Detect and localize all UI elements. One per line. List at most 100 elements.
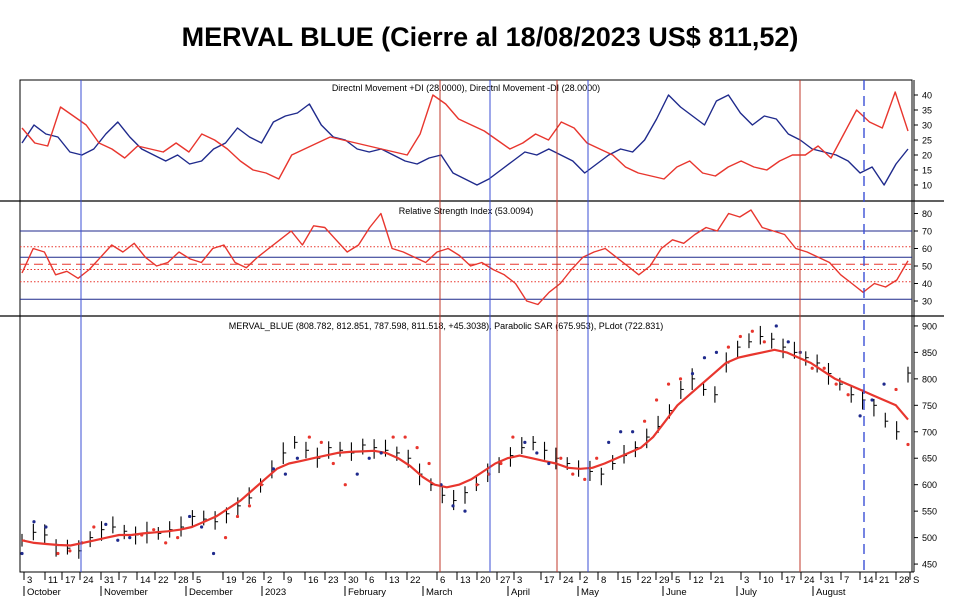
sar-point [68,549,72,553]
sar-point [247,504,252,508]
vertical-markers [80,80,865,572]
sar-point [726,345,731,349]
sar-point [894,387,898,392]
rsi-panel: Relative Strength Index (53.0094) 30 40 50 6… [20,206,932,307]
x-tick-label: 6 [369,575,374,586]
x-tick-label: 14 [140,575,151,586]
x-tick-label: 13 [389,575,400,586]
x-tick-label: 24 [563,575,574,586]
x-tick-label: 5 [196,575,201,586]
sar-point [152,528,156,532]
x-tick-label: 8 [601,575,606,586]
y-tick-label: 15 [922,166,932,176]
y-tick-label: 40 [922,279,932,289]
x-tick-label: 27 [500,575,511,586]
sar-point [295,456,299,460]
month-label: March [426,587,452,598]
x-axis: 3 11 17 24 31 7 14 22 28 5 19 26 2 9 16 23 30 6 13 22 6 13 20 2… [20,571,919,598]
sar-point [223,536,228,540]
sar-point [379,451,383,455]
x-tick-label: 22 [158,575,169,586]
sar-point [750,329,754,333]
x-tick-label: 24 [804,575,815,586]
sar-point [415,446,419,450]
sar-point [92,525,96,529]
y-tick-label: 40 [922,91,932,101]
sar-point [463,509,467,513]
sar-point [786,340,790,344]
month-label: August [816,587,846,598]
sar-point [906,442,910,447]
sar-point [654,398,659,402]
x-tick-label: 21 [714,575,725,586]
sar-point [642,419,647,423]
sar-point [32,520,36,524]
sar-point [44,525,48,529]
directional-movement-panel: Directnl Movement +DI (28.0000), Directn… [21,83,932,191]
y-tick-label: 550 [922,507,937,517]
month-label: November [104,587,148,598]
x-tick-label: 3 [517,575,522,586]
x-tick-label: 2 [267,575,272,586]
x-tick-label: 15 [621,575,632,586]
x-tick-label: 23 [328,575,339,586]
sar-point [391,435,395,439]
sar-point [403,435,407,439]
series-line-pldot [21,348,909,547]
x-tick-label: 30 [348,575,359,586]
y-tick-label: 650 [922,454,937,464]
sar-point [128,536,132,540]
y-tick-label: 10 [922,181,932,191]
y-tick-label: 20 [922,151,932,161]
y-tick-label: 30 [922,297,932,307]
sar-point [583,477,587,481]
y-tick-label: 30 [922,121,932,131]
sar-point [738,334,742,339]
sar-point [104,522,108,526]
sar-point [690,371,695,376]
sar-point [619,430,623,434]
month-label: December [189,587,233,598]
x-tick-label: 20 [480,575,491,586]
sar-point [846,393,850,397]
x-tick-label: 26 [246,575,257,586]
month-label: May [581,587,599,598]
x-tick-label: 14 [863,575,874,586]
sar-point [235,514,240,519]
y-tick-label: 60 [922,244,932,254]
x-tick-label: 6 [440,575,445,586]
sar-point [714,350,719,354]
y-tick-label: 600 [922,480,937,490]
x-tick-label: 19 [226,575,237,586]
sar-point [475,483,479,487]
sar-point [259,483,264,487]
x-tick-label: 13 [460,575,471,586]
sar-point [188,514,192,519]
y-tick-label: 80 [922,209,932,219]
x-tick-label: 17 [544,575,555,586]
sar-point [331,461,335,466]
sar-point [427,461,431,466]
sar-point [559,456,563,460]
x-tick-label: 16 [308,575,319,586]
sar-point [343,483,347,487]
y-tick-label: 500 [922,533,937,543]
sar-point [271,467,276,471]
sar-point [702,356,707,360]
sar-point [631,430,635,434]
month-label: June [666,587,687,598]
month-label: 2023 [265,587,286,598]
x-tick-label: 31 [824,575,835,586]
y-tick-label: 900 [922,321,937,331]
x-tick-label: 2 [583,575,588,586]
sar-point [140,533,144,537]
sar-point [56,551,60,556]
x-tick-label: 28 [178,575,189,586]
sar-point [810,366,814,370]
month-label: October [27,587,61,598]
series-line-rsi [21,209,909,306]
sar-point [774,324,778,328]
month-label: April [511,587,530,598]
sar-point [451,504,455,508]
